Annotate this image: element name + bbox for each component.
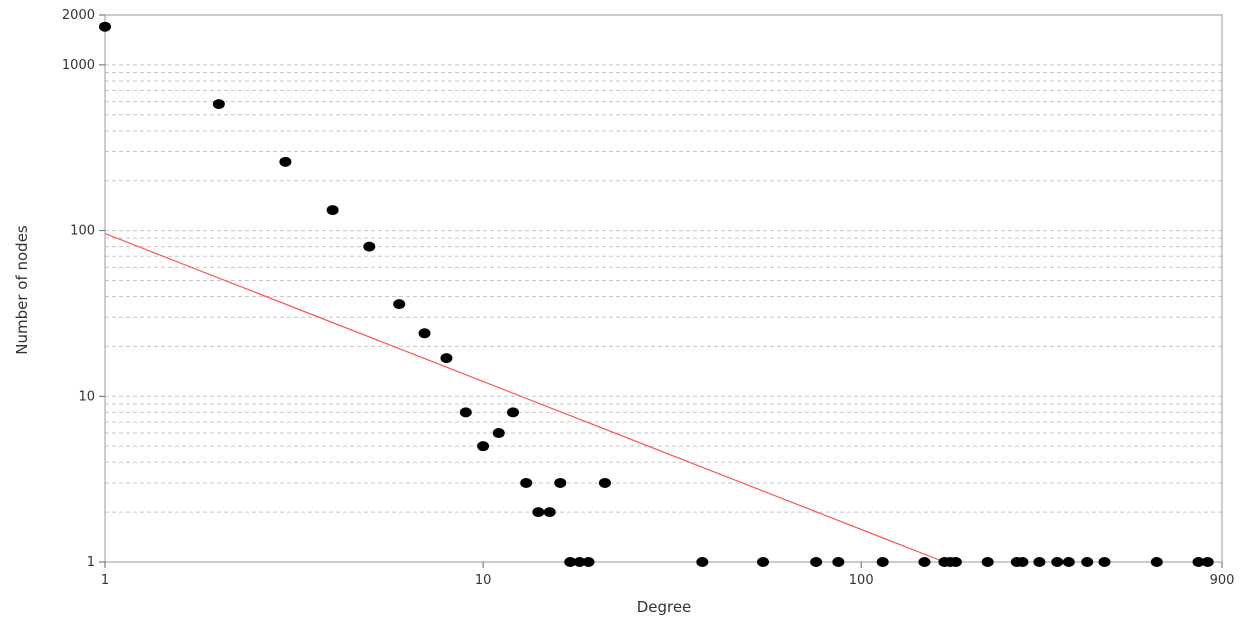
y-tick-label: 1 <box>87 555 95 570</box>
data-point <box>418 328 431 339</box>
data-point <box>981 557 994 567</box>
data-point <box>532 507 545 518</box>
data-point <box>918 557 931 567</box>
y-axis-title: Number of nodes <box>13 225 31 355</box>
grid-lines <box>105 14 1222 513</box>
data-point <box>1098 557 1111 567</box>
data-point <box>492 428 505 439</box>
data-point <box>212 99 225 110</box>
data-point <box>1051 557 1064 567</box>
y-tick-label: 100 <box>70 224 95 239</box>
data-point <box>1192 557 1205 567</box>
data-point <box>949 557 962 567</box>
x-tick-label: 900 <box>1210 573 1235 588</box>
y-axis-ticks: 1 10 100 1000 2000 <box>62 8 105 570</box>
data-point <box>543 507 556 518</box>
data-point <box>696 557 709 567</box>
data-point <box>1016 557 1029 567</box>
x-tick-label: 1 <box>101 573 109 588</box>
x-axis-ticks: 1 10 100 900 <box>101 562 1235 588</box>
data-point <box>832 557 845 567</box>
data-point <box>440 353 453 364</box>
data-point <box>554 477 567 488</box>
data-point <box>573 557 586 567</box>
y-tick-label: 2000 <box>62 8 95 23</box>
data-point <box>598 477 611 488</box>
data-point <box>459 407 472 418</box>
data-point <box>1062 557 1075 567</box>
fit-line <box>104 232 945 563</box>
data-point <box>757 557 770 567</box>
data-points <box>99 21 1214 567</box>
data-point <box>564 557 577 567</box>
data-point <box>876 557 889 567</box>
y-tick-label: 1000 <box>62 58 95 73</box>
data-point <box>1150 557 1163 567</box>
data-point <box>363 241 376 252</box>
data-point <box>1201 557 1214 567</box>
x-tick-label: 10 <box>475 573 492 588</box>
data-point <box>507 407 520 418</box>
fit-line-group <box>104 232 945 563</box>
data-point <box>326 205 339 216</box>
data-point <box>99 21 111 32</box>
data-point <box>582 557 595 567</box>
data-point <box>1081 557 1094 567</box>
y-tick-label: 10 <box>78 389 95 404</box>
data-point <box>1033 557 1046 567</box>
data-point <box>477 441 490 452</box>
x-axis-title: Degree <box>637 598 692 616</box>
data-point <box>279 156 292 167</box>
data-point <box>810 557 823 567</box>
data-point <box>520 477 533 488</box>
data-point <box>393 299 406 310</box>
plot-area-border <box>104 14 1223 563</box>
x-tick-label: 100 <box>849 573 874 588</box>
